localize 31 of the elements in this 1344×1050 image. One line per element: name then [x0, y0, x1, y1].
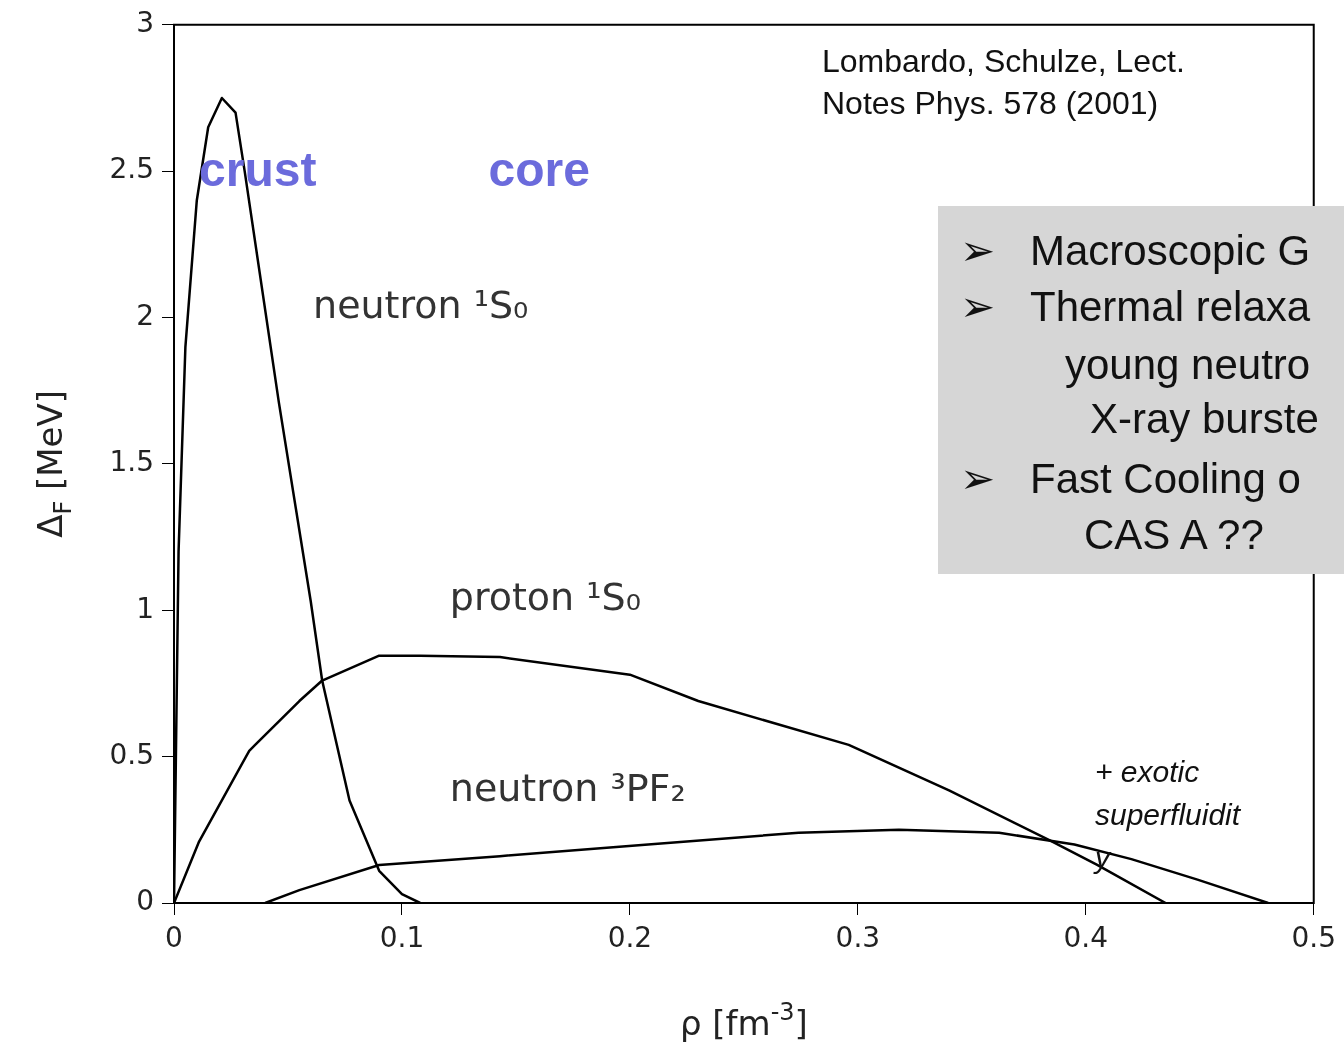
annotation: + exotic	[1095, 755, 1200, 788]
series-label: neutron ¹S₀	[313, 282, 529, 327]
x-tick-label: 0	[165, 921, 183, 955]
annotation: Macroscopic G	[1030, 227, 1311, 274]
annotation: Thermal relaxa	[1030, 283, 1311, 330]
y-axis-title: ΔF [MeV]	[30, 389, 77, 538]
x-tick-label: 0.1	[379, 921, 425, 955]
annotation: ➢	[960, 455, 995, 502]
annotation: ➢	[960, 283, 995, 330]
series-label: proton ¹S₀	[449, 575, 641, 620]
y-tick-label: 2	[136, 298, 154, 332]
y-tick-label: 3	[136, 6, 154, 40]
x-tick-label: 0.2	[607, 921, 653, 955]
annotation: young neutro	[1065, 341, 1311, 388]
annotation: ➢	[960, 227, 995, 274]
annotation: Notes Phys. 578 (2001)	[822, 85, 1159, 121]
x-tick-label: 0.4	[1063, 921, 1109, 955]
annotation: Lombardo, Schulze, Lect.	[822, 43, 1185, 79]
y-tick-label: 2.5	[109, 152, 154, 186]
x-tick-label: 0.3	[835, 921, 881, 955]
annotation: X-ray burste	[1090, 395, 1319, 442]
y-tick-label: 1	[136, 591, 154, 625]
y-tick-label: 0.5	[109, 737, 154, 771]
x-tick-label: 0.5	[1291, 921, 1336, 955]
series-label: neutron ³PF₂	[449, 765, 686, 810]
annotation: superfluidit	[1095, 798, 1242, 831]
y-tick-label: 1.5	[109, 445, 154, 479]
annotation: CAS A ??	[1084, 511, 1264, 558]
annotation: Fast Cooling o	[1030, 455, 1301, 502]
annotation: core	[488, 142, 590, 196]
y-tick-label: 0	[136, 884, 154, 918]
